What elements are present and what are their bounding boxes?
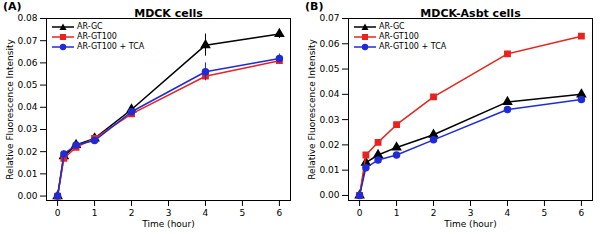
html-text:(A): (A): [3, 0, 22, 13]
svg-text:Relative Fluorescence Intensit: Relative Fluorescence Intensity: [5, 39, 15, 180]
svg-text:4: 4: [203, 208, 209, 218]
html-text:AR-GT100 + TCA: AR-GT100 + TCA: [77, 42, 145, 51]
svg-text:0.03: 0.03: [319, 114, 339, 124]
svg-text:0.06: 0.06: [17, 58, 37, 68]
svg-text:3: 3: [468, 208, 474, 218]
svg-text:Relative Fluorescence Intensit: Relative Fluorescence Intensity: [307, 39, 317, 180]
svg-text:0.02: 0.02: [319, 140, 339, 150]
svg-text:0.07: 0.07: [319, 13, 339, 23]
svg-text:0.04: 0.04: [17, 102, 37, 112]
html-text:AR-GT100 + TCA: AR-GT100 + TCA: [379, 42, 447, 51]
html-text:AR-GT100: AR-GT100: [77, 32, 117, 41]
svg-text:Time (hour): Time (hour): [443, 219, 497, 229]
svg-text:6: 6: [579, 208, 585, 218]
svg-text:3: 3: [166, 208, 172, 218]
svg-text:MDCK-Asbt cells: MDCK-Asbt cells: [420, 7, 521, 20]
html-text:AR-GC: AR-GC: [77, 22, 103, 31]
html-text:AR-GC: AR-GC: [379, 22, 405, 31]
svg-text:6: 6: [277, 208, 283, 218]
svg-text:0.01: 0.01: [17, 169, 37, 179]
svg-text:MDCK cells: MDCK cells: [134, 7, 203, 20]
svg-text:0.03: 0.03: [17, 124, 37, 134]
svg-text:0: 0: [55, 208, 61, 218]
svg-text:5: 5: [542, 208, 548, 218]
html-text:AR-GT100: AR-GT100: [379, 32, 419, 41]
svg-text:0.00: 0.00: [319, 190, 339, 200]
svg-text:0.06: 0.06: [319, 39, 339, 49]
html-text:(B): (B): [305, 0, 324, 13]
svg-text:0.05: 0.05: [319, 64, 339, 74]
svg-text:0.04: 0.04: [319, 89, 339, 99]
svg-text:5: 5: [240, 208, 246, 218]
svg-text:1: 1: [394, 208, 400, 218]
svg-text:2: 2: [431, 208, 437, 218]
svg-text:0.07: 0.07: [17, 36, 37, 46]
svg-text:Time (hour): Time (hour): [141, 219, 195, 229]
svg-text:0.08: 0.08: [17, 13, 37, 23]
svg-text:2: 2: [129, 208, 135, 218]
svg-text:0.05: 0.05: [17, 80, 37, 90]
svg-text:0.00: 0.00: [17, 191, 37, 201]
svg-text:0: 0: [357, 208, 363, 218]
svg-text:1: 1: [92, 208, 98, 218]
svg-text:0.02: 0.02: [17, 147, 37, 157]
svg-text:0.01: 0.01: [319, 165, 339, 175]
svg-text:4: 4: [505, 208, 511, 218]
